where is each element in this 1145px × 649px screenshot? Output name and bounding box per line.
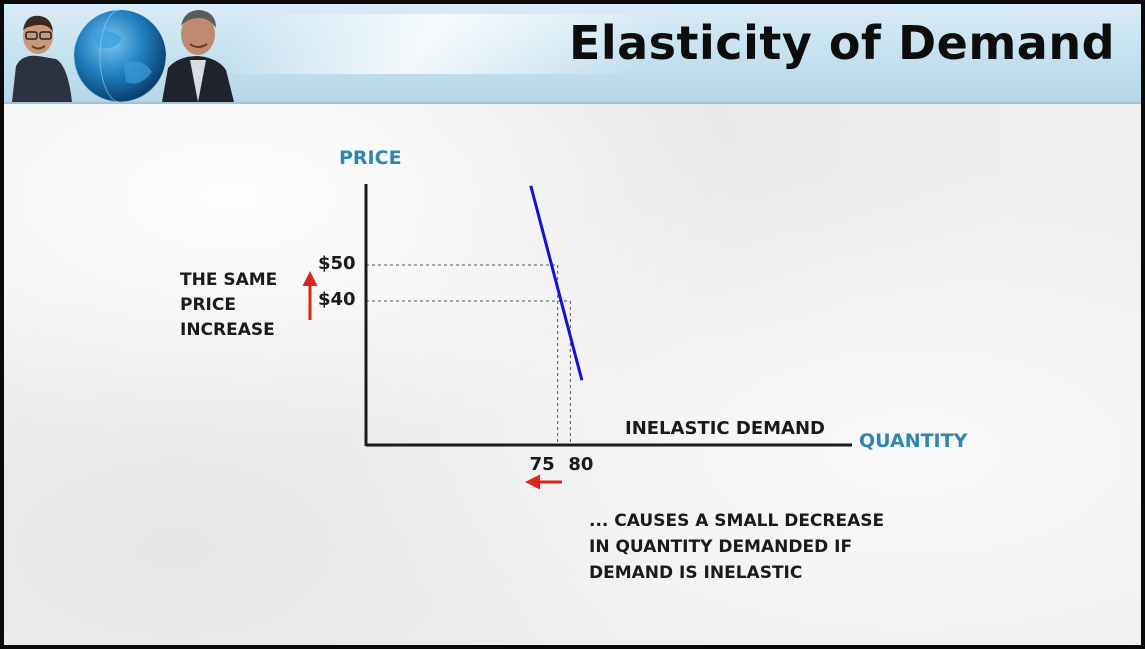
- demand-curve-0: [529, 185, 584, 381]
- series-label: INELASTIC DEMAND: [625, 418, 825, 439]
- quantity-decrease-note: ... CAUSES A SMALL DECREASE IN QUANTITY …: [589, 508, 884, 586]
- price-note-line: THE SAME: [180, 270, 278, 290]
- y-tick-label: $40: [318, 289, 356, 310]
- presenters-photo: [12, 9, 234, 102]
- y-axis-label: PRICE: [339, 147, 402, 169]
- quantity-note-line: DEMAND IS INELASTIC: [589, 563, 803, 583]
- slide: Elasticity of Demand PRICE QUANTITY INEL…: [4, 4, 1141, 645]
- x-tick-label: 75: [529, 454, 555, 475]
- slide-header: Elasticity of Demand: [4, 4, 1141, 104]
- x-axis-label: QUANTITY: [859, 430, 968, 452]
- quantity-note-line: IN QUANTITY DEMANDED IF: [589, 537, 853, 557]
- quantity-note-line: ... CAUSES A SMALL DECREASE: [589, 511, 885, 531]
- x-tick-label: 80: [568, 454, 594, 475]
- price-increase-note: THE SAME PRICE INCREASE: [180, 268, 277, 343]
- presenter-right: [162, 10, 234, 102]
- slide-title: Elasticity of Demand: [568, 16, 1115, 70]
- y-tick-label: $50: [318, 253, 356, 274]
- demand-chart: [302, 184, 852, 490]
- price-note-line: INCREASE: [180, 320, 275, 340]
- globe-graphic: [73, 9, 167, 102]
- price-note-line: PRICE: [180, 295, 236, 315]
- presenter-left: [12, 15, 72, 102]
